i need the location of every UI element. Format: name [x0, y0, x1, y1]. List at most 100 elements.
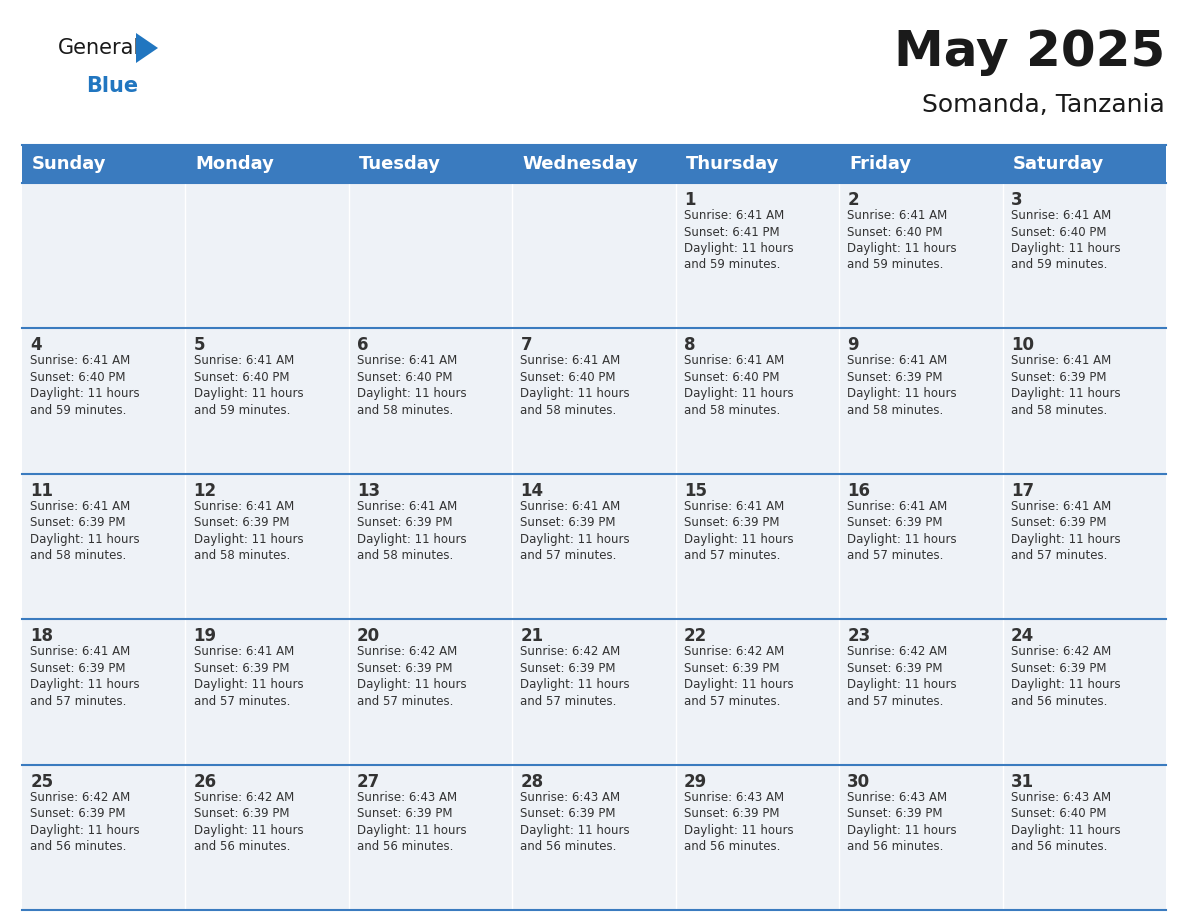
Text: Sunset: 6:39 PM: Sunset: 6:39 PM — [684, 662, 779, 675]
Text: 13: 13 — [358, 482, 380, 499]
Text: 25: 25 — [30, 773, 53, 790]
Text: and 57 minutes.: and 57 minutes. — [1011, 549, 1107, 563]
Text: Sunrise: 6:41 AM: Sunrise: 6:41 AM — [194, 499, 293, 513]
Bar — [839, 145, 1003, 183]
Text: Daylight: 11 hours: Daylight: 11 hours — [520, 387, 630, 400]
Text: Daylight: 11 hours: Daylight: 11 hours — [30, 823, 140, 836]
Bar — [676, 474, 839, 620]
Bar — [23, 183, 185, 329]
Text: Sunrise: 6:42 AM: Sunrise: 6:42 AM — [684, 645, 784, 658]
Bar — [185, 183, 349, 329]
Text: 2: 2 — [847, 191, 859, 209]
Text: Sunrise: 6:41 AM: Sunrise: 6:41 AM — [847, 209, 948, 222]
Text: and 56 minutes.: and 56 minutes. — [847, 840, 943, 853]
Text: Sunrise: 6:41 AM: Sunrise: 6:41 AM — [520, 354, 620, 367]
Text: Sunset: 6:39 PM: Sunset: 6:39 PM — [847, 807, 943, 820]
Text: 21: 21 — [520, 627, 544, 645]
Text: and 57 minutes.: and 57 minutes. — [358, 695, 454, 708]
Text: Sunset: 6:39 PM: Sunset: 6:39 PM — [1011, 371, 1106, 384]
Text: Daylight: 11 hours: Daylight: 11 hours — [358, 532, 467, 546]
Text: and 58 minutes.: and 58 minutes. — [684, 404, 781, 417]
Text: Sunset: 6:40 PM: Sunset: 6:40 PM — [520, 371, 615, 384]
Bar — [1003, 329, 1165, 474]
Text: Monday: Monday — [195, 155, 274, 173]
Text: Sunrise: 6:43 AM: Sunrise: 6:43 AM — [684, 790, 784, 803]
Text: 31: 31 — [1011, 773, 1034, 790]
Text: Somanda, Tanzania: Somanda, Tanzania — [922, 93, 1165, 117]
Text: Sunset: 6:39 PM: Sunset: 6:39 PM — [847, 516, 943, 530]
Text: 7: 7 — [520, 336, 532, 354]
Text: Sunset: 6:39 PM: Sunset: 6:39 PM — [30, 516, 126, 530]
Text: 28: 28 — [520, 773, 544, 790]
Text: Sunrise: 6:42 AM: Sunrise: 6:42 AM — [1011, 645, 1111, 658]
Bar — [23, 765, 185, 910]
Text: Sunrise: 6:43 AM: Sunrise: 6:43 AM — [847, 790, 948, 803]
Text: and 57 minutes.: and 57 minutes. — [520, 695, 617, 708]
Text: and 59 minutes.: and 59 minutes. — [1011, 259, 1107, 272]
Bar — [349, 620, 512, 765]
Text: Daylight: 11 hours: Daylight: 11 hours — [1011, 678, 1120, 691]
Text: Sunset: 6:39 PM: Sunset: 6:39 PM — [847, 371, 943, 384]
Text: 17: 17 — [1011, 482, 1034, 499]
Text: and 56 minutes.: and 56 minutes. — [1011, 840, 1107, 853]
Text: and 57 minutes.: and 57 minutes. — [847, 549, 943, 563]
Text: 8: 8 — [684, 336, 695, 354]
Text: 18: 18 — [30, 627, 53, 645]
Text: Blue: Blue — [86, 76, 138, 96]
Text: 6: 6 — [358, 336, 368, 354]
Bar — [185, 765, 349, 910]
Text: Sunrise: 6:41 AM: Sunrise: 6:41 AM — [684, 209, 784, 222]
Text: Sunrise: 6:41 AM: Sunrise: 6:41 AM — [194, 645, 293, 658]
Bar — [349, 765, 512, 910]
Bar — [349, 329, 512, 474]
Bar — [23, 145, 185, 183]
Text: Sunset: 6:40 PM: Sunset: 6:40 PM — [30, 371, 126, 384]
Bar — [839, 183, 1003, 329]
Text: Sunset: 6:39 PM: Sunset: 6:39 PM — [30, 662, 126, 675]
Text: Daylight: 11 hours: Daylight: 11 hours — [684, 532, 794, 546]
Text: Sunrise: 6:42 AM: Sunrise: 6:42 AM — [358, 645, 457, 658]
Text: Sunset: 6:39 PM: Sunset: 6:39 PM — [684, 516, 779, 530]
Text: Sunrise: 6:41 AM: Sunrise: 6:41 AM — [30, 645, 131, 658]
Text: Sunrise: 6:41 AM: Sunrise: 6:41 AM — [194, 354, 293, 367]
Text: Sunrise: 6:41 AM: Sunrise: 6:41 AM — [684, 354, 784, 367]
Bar — [185, 329, 349, 474]
Text: and 56 minutes.: and 56 minutes. — [194, 840, 290, 853]
Text: Sunset: 6:39 PM: Sunset: 6:39 PM — [520, 807, 615, 820]
Bar — [1003, 620, 1165, 765]
Text: Daylight: 11 hours: Daylight: 11 hours — [847, 678, 958, 691]
Text: Sunrise: 6:41 AM: Sunrise: 6:41 AM — [30, 354, 131, 367]
Text: and 56 minutes.: and 56 minutes. — [520, 840, 617, 853]
Text: Saturday: Saturday — [1012, 155, 1104, 173]
Text: and 59 minutes.: and 59 minutes. — [30, 404, 127, 417]
Text: Daylight: 11 hours: Daylight: 11 hours — [1011, 823, 1120, 836]
Text: Daylight: 11 hours: Daylight: 11 hours — [684, 387, 794, 400]
Text: Sunset: 6:39 PM: Sunset: 6:39 PM — [194, 662, 289, 675]
Bar — [676, 329, 839, 474]
Text: Sunrise: 6:41 AM: Sunrise: 6:41 AM — [520, 499, 620, 513]
Text: Daylight: 11 hours: Daylight: 11 hours — [194, 678, 303, 691]
Text: 22: 22 — [684, 627, 707, 645]
Bar — [23, 474, 185, 620]
Bar — [512, 145, 676, 183]
Text: and 59 minutes.: and 59 minutes. — [194, 404, 290, 417]
Text: Wednesday: Wednesday — [522, 155, 638, 173]
Text: 26: 26 — [194, 773, 216, 790]
Text: Sunrise: 6:41 AM: Sunrise: 6:41 AM — [847, 499, 948, 513]
Text: 3: 3 — [1011, 191, 1023, 209]
Bar — [512, 183, 676, 329]
Text: Daylight: 11 hours: Daylight: 11 hours — [30, 532, 140, 546]
Text: and 58 minutes.: and 58 minutes. — [194, 549, 290, 563]
Text: Daylight: 11 hours: Daylight: 11 hours — [358, 387, 467, 400]
Bar — [676, 620, 839, 765]
Text: Sunset: 6:39 PM: Sunset: 6:39 PM — [358, 662, 453, 675]
Text: Sunrise: 6:41 AM: Sunrise: 6:41 AM — [684, 499, 784, 513]
Text: Daylight: 11 hours: Daylight: 11 hours — [358, 823, 467, 836]
Bar — [23, 329, 185, 474]
Text: Sunset: 6:39 PM: Sunset: 6:39 PM — [1011, 516, 1106, 530]
Text: Sunrise: 6:42 AM: Sunrise: 6:42 AM — [847, 645, 948, 658]
Bar — [1003, 765, 1165, 910]
Bar — [839, 620, 1003, 765]
Bar — [512, 620, 676, 765]
Text: and 58 minutes.: and 58 minutes. — [358, 404, 454, 417]
